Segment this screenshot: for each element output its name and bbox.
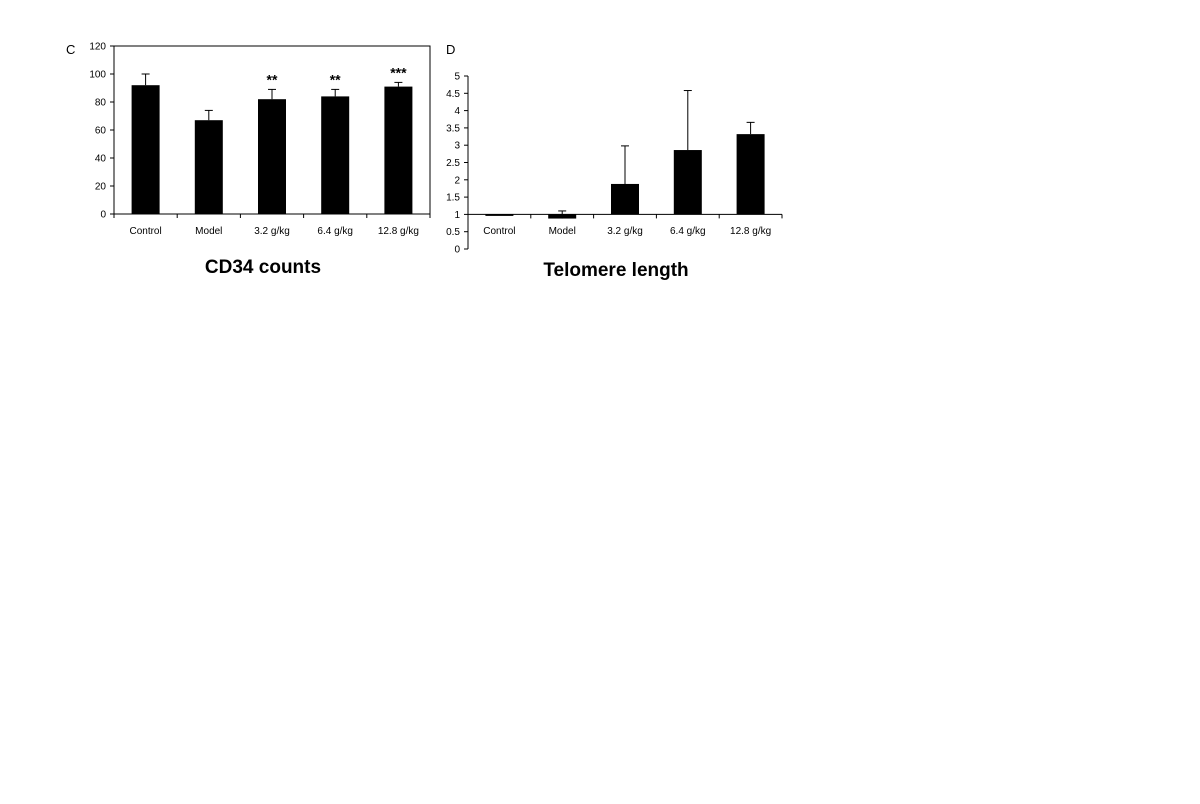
y-tick-label: 0.5 (446, 227, 460, 238)
x-tick-label: 6.4 g/kg (670, 226, 706, 237)
significance-marker: ** (330, 71, 341, 87)
bar (673, 150, 702, 215)
chart-cd34-counts: C CD34 counts 0 20 40 60 80 100 120 Control Mode… (66, 42, 431, 278)
x-tick-label: Control (129, 226, 161, 237)
bar (131, 85, 160, 214)
x-tick-label: Control (483, 226, 515, 237)
bar (611, 183, 639, 215)
y-tick-label: 4.5 (446, 89, 460, 100)
y-tick-label: 0 (454, 245, 460, 256)
x-tick-label: 6.4 g/kg (317, 226, 353, 237)
x-tick-label: 3.2 g/kg (607, 226, 643, 237)
bar (321, 96, 350, 214)
y-tick-label: 5 (454, 72, 460, 83)
chart-telomere-length: D Telomere length 0 0.5 1 1.5 2 2.5 3 3.5 4 4.5 5 C… (446, 42, 783, 281)
significance-marker: *** (390, 64, 407, 80)
y-tick-label: 80 (95, 98, 107, 109)
y-tick-label: 60 (95, 126, 107, 137)
y-tick-label: 3.5 (446, 123, 460, 134)
y-tick-label: 40 (95, 154, 107, 165)
y-tick-label: 1 (454, 210, 460, 221)
y-tick-label: 2 (454, 175, 460, 186)
panel-label-c: C (66, 42, 75, 57)
x-tick-label: Model (549, 226, 576, 237)
x-tick-label: 3.2 g/kg (254, 226, 290, 237)
y-tick-label: 20 (95, 182, 107, 193)
y-tick-label: 4 (454, 106, 460, 117)
bar (736, 134, 765, 215)
bar (384, 86, 413, 214)
y-tick-label: 100 (89, 70, 106, 81)
x-tick-label: 12.8 g/kg (378, 226, 419, 237)
bar (485, 214, 514, 216)
y-tick-label: 2.5 (446, 158, 460, 169)
x-tick-label: Model (195, 226, 222, 237)
significance-marker: ** (267, 71, 278, 87)
chart-title-cd34: CD34 counts (205, 257, 321, 278)
chart-title-telomere: Telomere length (543, 260, 688, 281)
y-tick-label: 1.5 (446, 193, 460, 204)
bar (258, 99, 286, 214)
y-tick-label: 3 (454, 141, 460, 152)
bar (194, 120, 223, 214)
y-tick-label: 0 (100, 210, 106, 221)
panel-label-d: D (446, 42, 455, 57)
y-tick-label: 120 (89, 42, 106, 53)
x-tick-label: 12.8 g/kg (730, 226, 771, 237)
